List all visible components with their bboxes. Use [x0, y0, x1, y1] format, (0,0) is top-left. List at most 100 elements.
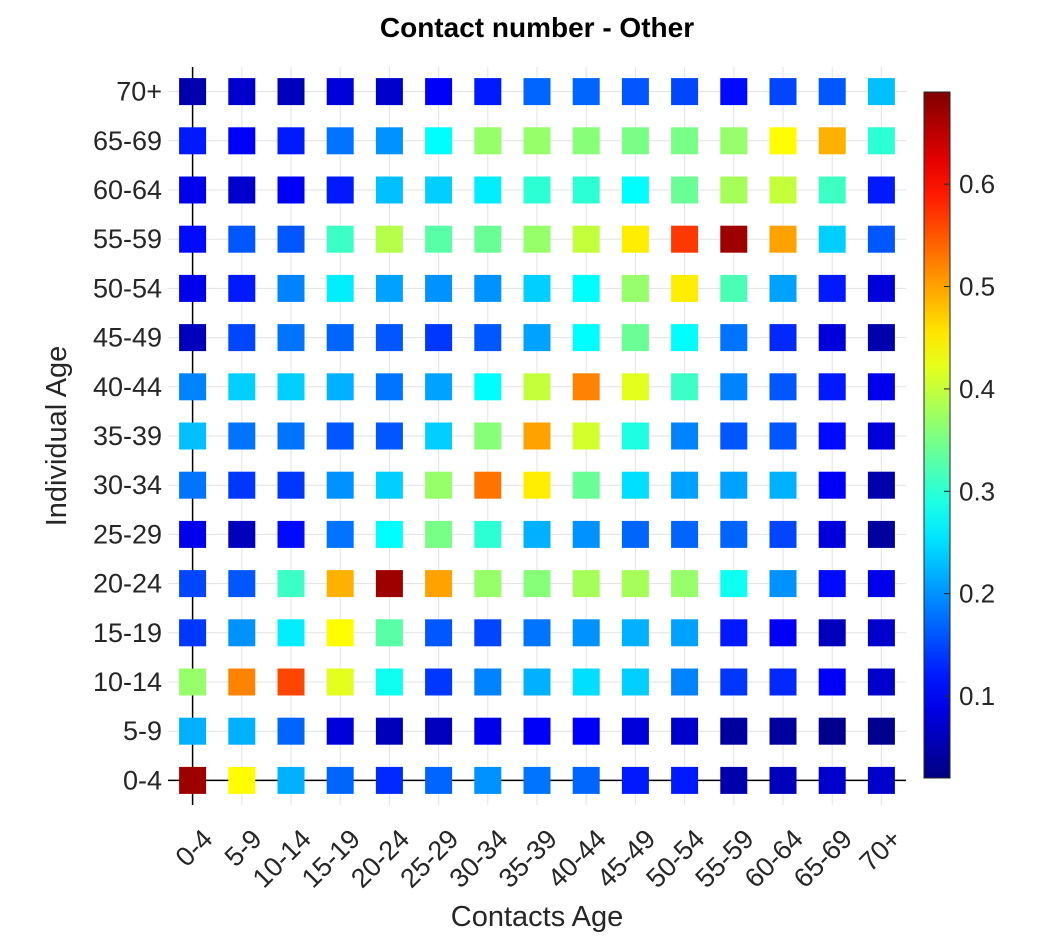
heatmap-cell-30-34-25-29	[425, 471, 453, 499]
heatmap-cell-15-19-15-19	[326, 619, 354, 647]
heatmap-cell-5-9-40-44	[572, 717, 600, 745]
heatmap-cell-15-19-50-54	[671, 619, 699, 647]
heatmap-cell-55-59-70+	[867, 225, 895, 253]
heatmap-cell-55-59-25-29	[425, 225, 453, 253]
x-tick-labels: 0-4 5-910-1415-1920-2425-2930-3435-3940-4…	[170, 824, 908, 894]
heatmap-cell-60-64-50-54	[671, 176, 699, 204]
heatmap-cell-65-69-50-54	[671, 127, 699, 155]
heatmap-cell-50-54-40-44	[572, 274, 600, 302]
heatmap-cell-0-4-10-14	[277, 766, 305, 794]
heatmap-cell-5-9-55-59	[720, 717, 748, 745]
colorbar-tick-label: 0.5	[959, 272, 995, 302]
heatmap-cell-60-64-25-29	[425, 176, 453, 204]
heatmap-cell-55-59-30-34	[474, 225, 502, 253]
heatmap-cell-10-14-0-4	[179, 668, 207, 696]
y-tick-label: 45-49	[93, 323, 162, 353]
heatmap-cell-40-44-70+	[867, 373, 895, 401]
heatmap-cell-60-64-65-69	[818, 176, 846, 204]
heatmap-cell-65-69-10-14	[277, 127, 305, 155]
y-axis-label: Individual Age	[41, 346, 73, 527]
heatmap-cell-70+-70+	[867, 78, 895, 106]
heatmap-cell-0-4-55-59	[720, 766, 748, 794]
heatmap-cell-65-69-55-59	[720, 127, 748, 155]
heatmap-cell-55-59-15-19	[326, 225, 354, 253]
heatmap-cell-15-19-30-34	[474, 619, 502, 647]
heatmap-cell-20-24-15-19	[326, 570, 354, 598]
heatmap-cell-30-34-15-19	[326, 471, 354, 499]
heatmap-cell-45-49-70+	[867, 324, 895, 352]
heatmap-cell-0-4-20-24	[375, 766, 403, 794]
heatmap-cell-60-64-20-24	[375, 176, 403, 204]
heatmap-cell-55-59-55-59	[720, 225, 748, 253]
heatmap-cell-10-14-35-39	[523, 668, 551, 696]
heatmap-cell-10-14-5-9	[228, 668, 256, 696]
heatmap-cell-70+-35-39	[523, 78, 551, 106]
heatmap-cell-35-39-20-24	[375, 422, 403, 450]
y-tick-label: 60-64	[93, 175, 162, 205]
colorbar-tick-label: 0.3	[959, 476, 995, 506]
heatmap-cell-5-9-0-4	[179, 717, 207, 745]
x-tick-label: 65-69	[788, 824, 858, 894]
heatmap-cell-20-24-20-24	[375, 570, 403, 598]
colorbar-gradient	[923, 91, 951, 779]
heatmap-cell-65-69-65-69	[818, 127, 846, 155]
heatmap-cell-70+-5-9	[228, 78, 256, 106]
heatmap-cell-5-9-50-54	[671, 717, 699, 745]
heatmap-cell-0-4-40-44	[572, 766, 600, 794]
heatmap-cell-70+-40-44	[572, 78, 600, 106]
colorbar: 0.1 0.2 0.3 0.4 0.5 0.6	[923, 91, 995, 779]
y-tick-label: 5-9	[123, 716, 162, 746]
heatmap-cell-55-59-65-69	[818, 225, 846, 253]
heatmap-cell-65-69-60-64	[769, 127, 797, 155]
x-tick-label: 0-4	[170, 824, 219, 873]
heatmap-cell-30-34-35-39	[523, 471, 551, 499]
heatmap-cell-20-24-65-69	[818, 570, 846, 598]
heatmap-cell-25-29-40-44	[572, 520, 600, 548]
heatmap-cell-30-34-70+	[867, 471, 895, 499]
heatmap-cell-5-9-65-69	[818, 717, 846, 745]
heatmap-cell-45-49-50-54	[671, 324, 699, 352]
heatmap-cell-20-24-30-34	[474, 570, 502, 598]
colorbar-tick-label: 0.6	[959, 169, 995, 199]
heatmap-cell-5-9-15-19	[326, 717, 354, 745]
heatmap-cell-65-69-70+	[867, 127, 895, 155]
heatmap-cell-0-4-70+	[867, 766, 895, 794]
heatmap-cell-40-44-40-44	[572, 373, 600, 401]
heatmap-cell-25-29-50-54	[671, 520, 699, 548]
heatmap-cell-40-44-35-39	[523, 373, 551, 401]
heatmap-cell-35-39-55-59	[720, 422, 748, 450]
heatmap-cell-50-54-5-9	[228, 274, 256, 302]
heatmap-cell-0-4-5-9	[228, 766, 256, 794]
heatmap-cell-60-64-45-49	[621, 176, 649, 204]
heatmap-cell-60-64-10-14	[277, 176, 305, 204]
heatmap-cell-10-14-65-69	[818, 668, 846, 696]
colorbar-tick-label: 0.1	[959, 681, 995, 711]
heatmap-cell-35-39-45-49	[621, 422, 649, 450]
heatmap-cell-50-54-45-49	[621, 274, 649, 302]
heatmap-cell-20-24-0-4	[179, 570, 207, 598]
heatmap-cell-5-9-5-9	[228, 717, 256, 745]
heatmap-cell-20-24-45-49	[621, 570, 649, 598]
y-tick-label: 65-69	[93, 126, 162, 156]
heatmap-cell-15-19-55-59	[720, 619, 748, 647]
heatmap-cell-40-44-65-69	[818, 373, 846, 401]
heatmap-cell-25-29-15-19	[326, 520, 354, 548]
heatmap-cell-10-14-15-19	[326, 668, 354, 696]
heatmap-cell-40-44-20-24	[375, 373, 403, 401]
heatmap-cell-45-49-40-44	[572, 324, 600, 352]
heatmap-cell-70+-20-24	[375, 78, 403, 106]
heatmap-cells	[179, 78, 895, 794]
heatmap-cell-60-64-0-4	[179, 176, 207, 204]
heatmap-cell-30-34-60-64	[769, 471, 797, 499]
heatmap-cell-65-69-15-19	[326, 127, 354, 155]
heatmap-cell-70+-45-49	[621, 78, 649, 106]
heatmap-cell-50-54-15-19	[326, 274, 354, 302]
heatmap-cell-35-39-5-9	[228, 422, 256, 450]
heatmap-cell-25-29-25-29	[425, 520, 453, 548]
heatmap-cell-70+-30-34	[474, 78, 502, 106]
heatmap-cell-55-59-10-14	[277, 225, 305, 253]
heatmap-cell-15-19-40-44	[572, 619, 600, 647]
heatmap-cell-15-19-10-14	[277, 619, 305, 647]
heatmap-cell-40-44-0-4	[179, 373, 207, 401]
